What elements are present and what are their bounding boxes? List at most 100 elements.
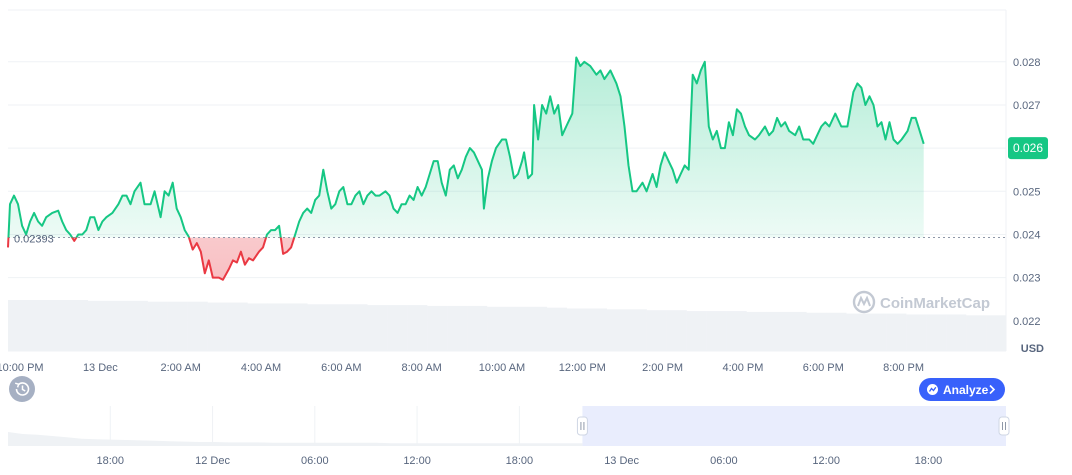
x-tick-label: 8:00 PM bbox=[883, 362, 924, 374]
volume-bar bbox=[666, 310, 687, 351]
watermark-text: CoinMarketCap bbox=[880, 295, 990, 312]
x-tick-label: 10:00 AM bbox=[479, 362, 525, 374]
volume-bar bbox=[526, 306, 548, 351]
x-tick-label: 4:00 PM bbox=[722, 362, 763, 374]
time-navigator[interactable]: 18:00 12 Dec 06:00 12:00 18:00 13 Dec 06:00 12:… bbox=[8, 406, 1010, 467]
volume-bar bbox=[946, 314, 967, 351]
volume-bar bbox=[327, 304, 348, 351]
price-line bbox=[7, 56, 925, 281]
navigator-history bbox=[8, 432, 583, 446]
navigator-tick-label: 13 Dec bbox=[604, 455, 639, 467]
x-tick-label: 6:00 AM bbox=[321, 362, 361, 374]
currency-label: USD bbox=[1021, 343, 1044, 355]
watermark: CoinMarketCap bbox=[852, 290, 990, 314]
navigator-tick-label: 12:00 bbox=[403, 455, 431, 467]
volume-bar bbox=[407, 305, 428, 351]
history-button[interactable] bbox=[9, 376, 35, 402]
price-area bbox=[8, 57, 924, 280]
navigator-tick-label: 12:00 bbox=[812, 455, 840, 467]
navigator-selection[interactable] bbox=[582, 406, 1006, 446]
volume-bar bbox=[187, 301, 208, 351]
coinmarketcap-logo-icon bbox=[852, 290, 876, 314]
navigator-left-handle[interactable] bbox=[576, 416, 588, 436]
navigator-x-axis: 18:00 12 Dec 06:00 12:00 18:00 13 Dec 06:00 12:… bbox=[97, 455, 943, 467]
volume-bar bbox=[606, 309, 627, 351]
volume-bar bbox=[726, 311, 747, 351]
volume-bar bbox=[447, 305, 468, 351]
volume-bar bbox=[586, 308, 607, 351]
y-tick-label: 0.024 bbox=[1013, 229, 1041, 241]
x-tick-label: 8:00 AM bbox=[401, 362, 441, 374]
history-icon bbox=[14, 382, 30, 396]
volume-bar bbox=[966, 315, 987, 351]
chart-analyze-icon bbox=[927, 384, 938, 395]
navigator-tick-label: 18:00 bbox=[915, 455, 943, 467]
volume-bar bbox=[347, 304, 368, 351]
price-area-down bbox=[8, 237, 924, 280]
x-tick-label: 10:00 PM bbox=[0, 362, 44, 374]
volume-bar bbox=[546, 307, 568, 351]
analyze-button[interactable]: Analyze bbox=[919, 378, 1005, 401]
volume-bar bbox=[686, 311, 707, 351]
volume-bar bbox=[8, 300, 29, 351]
volume-bar bbox=[167, 301, 188, 351]
volume-bars bbox=[8, 300, 1007, 351]
y-tick-label: 0.028 bbox=[1013, 57, 1041, 69]
volume-bar bbox=[127, 300, 148, 351]
volume-bar bbox=[746, 311, 767, 351]
navigator-tick-label: 18:00 bbox=[506, 455, 534, 467]
y-tick-label: 0.022 bbox=[1013, 316, 1041, 328]
price-area-up bbox=[8, 57, 924, 238]
baseline-label: 0.02393 bbox=[14, 233, 54, 245]
volume-bar bbox=[47, 300, 69, 351]
y-tick-label: 0.027 bbox=[1013, 100, 1041, 112]
navigator-tick-label: 12 Dec bbox=[195, 455, 230, 467]
volume-bar bbox=[706, 311, 727, 351]
navigator-right-handle[interactable] bbox=[998, 416, 1010, 436]
volume-bar bbox=[267, 303, 288, 351]
volume-bar bbox=[387, 305, 408, 351]
volume-bar bbox=[846, 313, 867, 351]
volume-bar bbox=[307, 304, 328, 351]
volume-bar bbox=[247, 303, 268, 351]
volume-bar bbox=[287, 303, 308, 351]
volume-bar bbox=[207, 302, 228, 351]
volume-bar bbox=[507, 306, 528, 351]
x-tick-label: 12:00 PM bbox=[559, 362, 606, 374]
x-tick-label: 2:00 PM bbox=[642, 362, 683, 374]
volume-bar bbox=[866, 313, 887, 351]
x-tick-label: 6:00 PM bbox=[803, 362, 844, 374]
volume-bar bbox=[886, 313, 907, 351]
volume-bar bbox=[427, 305, 448, 351]
navigator-tick-label: 06:00 bbox=[710, 455, 738, 467]
volume-bar bbox=[906, 314, 927, 351]
volume-bar bbox=[67, 300, 89, 351]
x-tick-label: 4:00 AM bbox=[241, 362, 281, 374]
volume-bar bbox=[147, 301, 168, 351]
price-line-up bbox=[7, 56, 925, 238]
volume-bar bbox=[806, 312, 827, 351]
volume-bar bbox=[27, 300, 49, 351]
volume-bar bbox=[626, 309, 647, 351]
y-tick-label: 0.023 bbox=[1013, 273, 1041, 285]
current-price-label: 0.026 bbox=[1013, 141, 1043, 155]
volume-bar bbox=[87, 300, 108, 351]
volume-bar bbox=[766, 311, 787, 351]
y-axis: 0.022 0.023 0.024 0.025 0.026 0.027 0.028 bbox=[1013, 57, 1041, 328]
volume-bar bbox=[367, 305, 388, 351]
volume-bar bbox=[487, 306, 508, 351]
volume-bar bbox=[227, 302, 248, 351]
current-price-tag: 0.026 bbox=[1008, 137, 1048, 160]
volume-bar bbox=[826, 312, 847, 351]
volume-bar bbox=[786, 311, 807, 351]
volume-bar bbox=[646, 310, 667, 351]
navigator-tick-label: 18:00 bbox=[97, 455, 125, 467]
x-axis: 10:00 PM 13 Dec 2:00 AM 4:00 AM 6:00 AM 8:00 … bbox=[0, 362, 924, 374]
navigator-tick-label: 06:00 bbox=[301, 455, 329, 467]
analyze-label: Analyze bbox=[943, 383, 989, 397]
volume-bar bbox=[566, 308, 588, 351]
volume-bar bbox=[986, 315, 1007, 351]
x-tick-label: 13 Dec bbox=[83, 362, 118, 374]
